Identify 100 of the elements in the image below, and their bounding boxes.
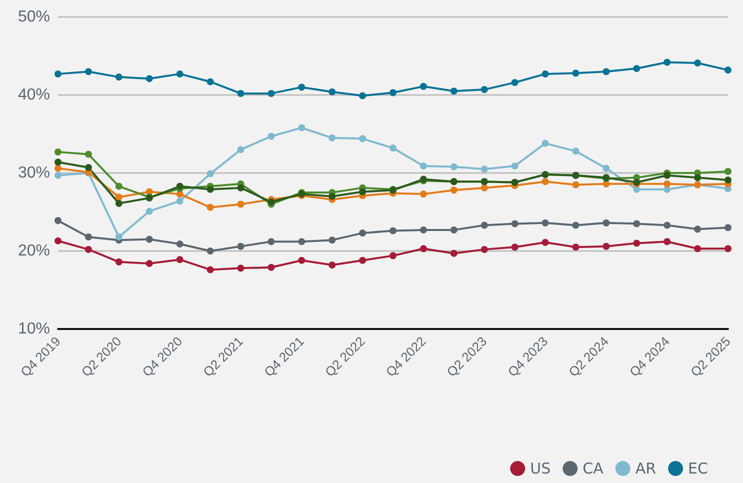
point [84,150,92,158]
point [206,248,214,254]
point [480,246,488,253]
point [694,226,702,233]
y-tick-label: 50% [18,8,50,26]
point [206,204,214,211]
point [511,162,518,170]
point [54,217,62,224]
point [602,242,610,250]
point [450,88,458,95]
point [724,224,732,232]
point [542,219,549,226]
point [694,245,702,252]
point [176,70,184,78]
legend-label: CA [582,460,604,478]
point [694,174,702,182]
point [268,238,275,246]
point [572,70,580,77]
point [115,200,122,207]
point [450,163,458,170]
point [420,245,427,252]
point [237,200,244,208]
point [420,162,427,170]
point [390,144,396,152]
point [572,222,580,229]
point [54,237,62,244]
y-tick-label: 20% [18,242,50,260]
point [480,222,488,229]
point [542,70,549,78]
point [237,146,244,154]
point [115,233,122,240]
point [176,198,184,205]
point [115,182,122,190]
point [268,132,275,140]
point [390,252,396,260]
point [206,78,214,86]
point [84,68,92,76]
point [237,264,244,272]
point [115,258,122,266]
y-tick-label: 10% [18,320,50,338]
point [450,226,458,234]
point [237,184,244,192]
point [54,158,62,166]
y-tick-label: 40% [18,86,50,104]
point [298,84,306,91]
point [694,60,702,67]
point [298,124,306,132]
point [724,66,732,74]
point [633,240,640,247]
point [268,264,275,271]
point [237,90,244,97]
point [328,88,336,96]
point [298,256,306,264]
point [480,86,488,94]
point [54,70,62,78]
point [359,230,366,237]
point [84,246,92,253]
point [664,222,671,229]
point [420,82,427,90]
point [664,172,671,179]
point [450,250,458,257]
point [115,74,122,81]
point [511,79,518,86]
point [206,186,214,193]
point [84,233,92,240]
point [206,266,214,274]
point [176,256,184,264]
point [359,92,366,100]
point [480,166,488,173]
point [602,219,610,226]
point [359,188,366,196]
point [572,181,580,188]
point [724,168,732,175]
point [268,90,275,97]
point [390,89,396,96]
point [602,164,610,172]
point [602,68,610,76]
point [664,238,671,246]
point [328,236,336,244]
point [511,244,518,251]
point [115,194,122,201]
point [724,176,732,184]
point [54,172,62,179]
point [237,242,244,250]
point [724,245,732,252]
point [542,140,549,147]
point [206,170,214,178]
point [146,208,153,215]
point [54,148,62,156]
point [450,186,458,194]
point [633,64,640,72]
point [176,240,184,248]
point [146,236,153,243]
point [328,192,336,200]
y-tick-label: 30% [18,164,50,182]
point [480,184,488,192]
point [328,262,336,269]
point [146,260,153,267]
point [572,244,580,251]
point [84,164,92,172]
